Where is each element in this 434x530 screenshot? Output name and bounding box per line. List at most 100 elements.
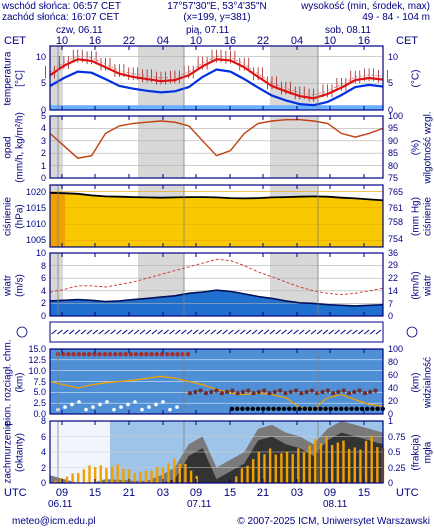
wind-tick-right: 7 <box>388 298 394 309</box>
cloud-layer-dot <box>362 391 368 396</box>
cloud-layer-dot <box>209 389 214 395</box>
cloud-extent-tick-left: 10.0 <box>28 365 46 376</box>
cloud-base-dot <box>133 400 137 404</box>
top-hour-label: 04 <box>156 35 170 47</box>
wind-direction-frame <box>49 321 384 343</box>
fog-bar <box>376 447 379 483</box>
wind-direction-arrow <box>363 329 370 335</box>
cloud-base-dot <box>140 407 144 412</box>
cloud-top-dot <box>128 352 133 357</box>
panel-5-frame <box>49 348 384 415</box>
wind-direction-arrow <box>110 329 116 335</box>
low-cloud-dot <box>297 406 302 411</box>
fog-bar <box>246 465 249 483</box>
cloud-top-dot <box>118 352 123 357</box>
wind-direction-arrow <box>62 329 69 335</box>
cloud-layer-dot <box>224 389 230 395</box>
footer-email[interactable]: meteo@icm.edu.pl <box>12 516 96 527</box>
top-hour-label: 16 <box>357 35 371 47</box>
panel-2-night-band-3 <box>270 116 318 178</box>
humidity-tick-right: 90 <box>388 135 399 146</box>
wind-direction-arrow <box>334 329 341 335</box>
fog-bar <box>331 445 334 483</box>
cloud-base-dot <box>161 400 165 404</box>
wind-direction-arrow <box>68 329 75 335</box>
cloud-extent-tick-left: 7.5 <box>33 376 46 387</box>
sunset-text: zachód słońca: 16:07 CET <box>2 12 120 23</box>
cloud-base-dot <box>91 405 95 409</box>
wind-direction-arrow <box>322 329 329 335</box>
wind-direction-arrow <box>275 329 282 335</box>
fog-bar <box>285 451 289 483</box>
panel-1-night-band-3 <box>270 46 318 110</box>
temperature-dash-line <box>49 55 384 96</box>
wind-direction-arrow <box>352 329 358 335</box>
cloud-top-dot <box>107 352 113 357</box>
low-cloud-dot <box>307 406 313 411</box>
wind-direction-arrow <box>186 329 193 335</box>
fog-bar <box>77 472 80 483</box>
cloud-cover-tick-left: 4 <box>40 447 46 457</box>
top-hour-label: 10 <box>189 35 203 47</box>
low-cloud-dot <box>235 406 240 411</box>
humidity-line <box>49 118 384 159</box>
cloud-layer-dot <box>357 388 362 393</box>
wind-tick-right: 14 <box>388 286 399 297</box>
cloud-cover-unit-left: (oktanty) <box>14 433 26 472</box>
panel-4-frame <box>49 252 384 317</box>
cloud-layer-dot <box>293 388 299 393</box>
footer-copyright: © 2007-2025 ICM, Uniwersytet Warszawski <box>237 516 430 527</box>
precip-tick-left: 1 <box>40 160 46 171</box>
cloud-base-dot <box>112 407 116 412</box>
bottom-hour-label: 15 <box>88 487 102 499</box>
fog-bar <box>150 470 153 483</box>
fog-bar <box>71 473 74 483</box>
wind-tick-right: 36 <box>388 248 399 258</box>
fog-bar <box>353 447 356 483</box>
fog-axis-label: mgła <box>422 441 434 464</box>
cloud-cover-axis-label: zachmurzenie <box>2 421 14 484</box>
cloud-layer-dot <box>256 389 262 395</box>
cloud-extent-tick-left: 0.0 <box>33 409 46 419</box>
wind-tick-left: 0 <box>40 311 46 321</box>
coordinates-text: 17°57'30"E, 53°4'35"N <box>167 1 267 12</box>
bottom-timezone-right: UTC <box>396 487 419 499</box>
cloud-top-dot <box>87 352 92 357</box>
visibility-tick-right: 100 <box>388 344 404 354</box>
cloud-layer-dot <box>315 391 320 396</box>
temp-tick-left: 5 <box>40 78 46 89</box>
bottom-hour-label: 21 <box>256 487 270 499</box>
low-cloud-dot <box>349 406 354 411</box>
low-cloud-dot <box>365 406 370 411</box>
temp-tick-right: 10 <box>388 51 399 62</box>
wind-tick-left: 8 <box>40 260 46 271</box>
cloud-top-dot <box>149 352 154 357</box>
cloud-base-dot <box>105 400 109 404</box>
low-cloud-dot <box>287 406 292 411</box>
wind-direction-arrow <box>239 329 246 335</box>
fog-bar <box>178 463 182 483</box>
cloud-layer-dot <box>368 389 373 395</box>
wind-direction-arrow <box>204 329 211 335</box>
grid-point-text: (x=199, y=381) <box>183 12 251 23</box>
bottom-hour-label: 21 <box>122 487 136 499</box>
low-cloud-dot <box>328 406 333 411</box>
cloud-top-dot <box>159 352 165 357</box>
pressure-tick-left: 1005 <box>25 235 46 246</box>
cloud-base-dot <box>154 402 158 407</box>
wind-direction-arrow <box>192 329 199 335</box>
wind-direction-arrow <box>293 329 299 335</box>
cloud-top-dot <box>92 352 97 357</box>
cloud-cover-tick-left: 2 <box>40 462 46 473</box>
panel-2-night-band-2 <box>138 116 184 178</box>
fog-bar <box>139 471 142 483</box>
wind-direction-arrow <box>169 329 175 335</box>
fog-bar <box>308 445 311 483</box>
fog-bar <box>122 468 125 483</box>
top-hour-label: 22 <box>122 35 136 47</box>
wind-direction-arrow <box>228 329 234 335</box>
wind-direction-arrow <box>257 329 264 335</box>
wind-direction-arrow <box>269 329 276 335</box>
visibility-tick-right: 0 <box>388 409 394 419</box>
